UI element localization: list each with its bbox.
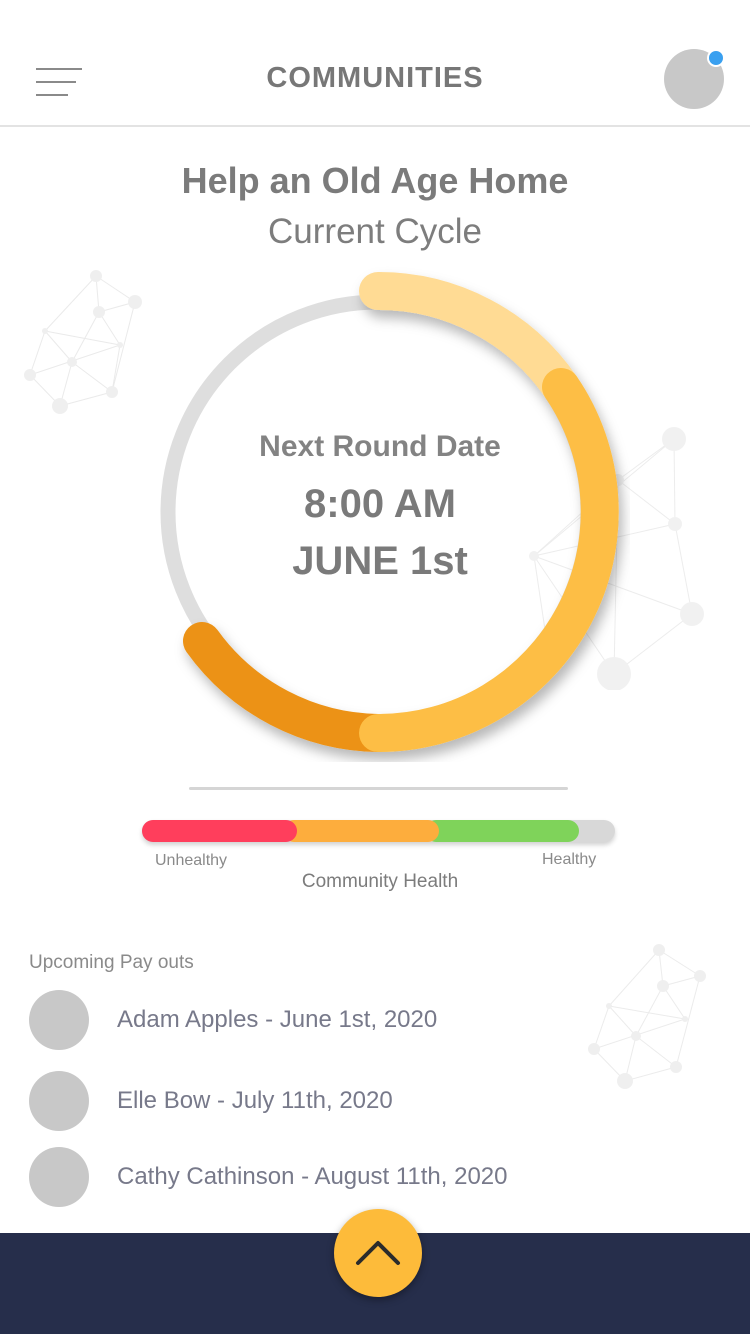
section-divider <box>189 787 568 790</box>
payout-item[interactable]: Elle Bow - July 11th, 2020 <box>117 1087 393 1114</box>
cycle-progress-ring <box>160 271 619 753</box>
network-decoration-bottom <box>588 944 706 1089</box>
cycle-label: Current Cycle <box>268 212 482 251</box>
ring-segment-dark <box>183 622 397 752</box>
payout-avatar[interactable] <box>29 1147 89 1207</box>
community-health-bar <box>142 820 615 842</box>
payout-item[interactable]: Adam Apples - June 1st, 2020 <box>117 1006 438 1033</box>
community-name: Help an Old Age Home <box>181 160 569 201</box>
health-segment-red <box>142 820 297 842</box>
next-round-panel: Next Round Date 8:00 AM JUNE 1st <box>130 430 630 584</box>
unhealthy-label: Unhealthy <box>155 852 228 869</box>
expand-up-button[interactable] <box>334 1209 422 1297</box>
ring-segment-main <box>359 368 619 753</box>
payouts-title: Upcoming Pay outs <box>29 952 194 973</box>
next-round-date: JUNE 1st <box>292 539 468 583</box>
community-health-title: Community Health <box>301 871 459 892</box>
notification-dot <box>707 49 725 67</box>
payout-avatar[interactable] <box>29 1071 89 1131</box>
health-segment-orange <box>283 820 439 842</box>
hamburger-menu-icon[interactable] <box>36 68 84 98</box>
health-segment-green <box>425 820 579 842</box>
payout-avatar[interactable] <box>29 990 89 1050</box>
app-header <box>0 0 750 127</box>
next-round-time: 8:00 AM <box>304 482 456 526</box>
chevron-up-icon <box>356 1241 400 1265</box>
next-round-label: Next Round Date <box>259 430 501 463</box>
network-decoration-left <box>24 270 142 414</box>
payout-item[interactable]: Cathy Cathinson - August 11th, 2020 <box>117 1163 508 1190</box>
page-title: COMMUNITIES <box>266 62 484 94</box>
healthy-label: Healthy <box>542 851 597 868</box>
ring-segment-light <box>359 271 580 406</box>
